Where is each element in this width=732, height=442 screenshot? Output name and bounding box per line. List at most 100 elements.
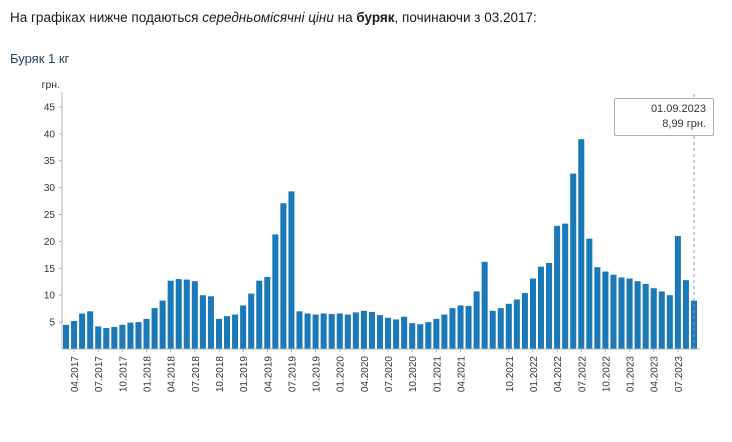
bar-01.2023[interactable] (626, 278, 633, 349)
bar-07.2017[interactable] (95, 326, 102, 349)
bar-09.2022[interactable] (594, 267, 601, 349)
bar-06.2018[interactable] (183, 279, 190, 349)
bar-10.2018[interactable] (215, 318, 223, 349)
bar-01.2018[interactable] (143, 318, 150, 349)
chart-area: грн. 5 10 15 20 25 30 35 40 45 04.2017 07.2017 10.20… (10, 72, 722, 424)
bar-08.2020[interactable] (393, 319, 400, 349)
bar-02.2021[interactable] (441, 314, 448, 349)
bar-12.2019[interactable] (328, 314, 335, 349)
x-tick-label: 01.2018 (143, 356, 154, 393)
bar-09.2018[interactable] (207, 296, 214, 349)
bar-04.2019[interactable] (264, 276, 271, 349)
bar-03.2018[interactable] (159, 300, 166, 349)
bar-01.2022[interactable] (529, 278, 536, 349)
bar-12.2017[interactable] (135, 322, 142, 349)
bar-06.2022[interactable] (570, 173, 577, 349)
bar-11.2019[interactable] (320, 313, 327, 349)
y-tick-label: 30 (44, 183, 56, 194)
bar-02.2022[interactable] (537, 266, 545, 349)
x-tick-label: 10.2018 (215, 356, 226, 393)
bar-09.2021[interactable] (497, 308, 504, 349)
bar-11.2022[interactable] (610, 274, 617, 349)
bar-01.2020[interactable] (336, 313, 343, 349)
bar-12.2022[interactable] (618, 277, 625, 349)
price-bar-chart[interactable]: грн. 5 10 15 20 25 30 35 40 45 04.2017 07.2017 10.20… (10, 72, 722, 424)
x-tick-label: 10.2019 (312, 356, 323, 393)
bar-02.2018[interactable] (151, 308, 158, 349)
x-tick-label: 01.2020 (336, 356, 347, 393)
x-tick-label: 04.2019 (263, 356, 274, 393)
bar-05.2022[interactable] (562, 223, 569, 349)
bar-07.2022[interactable] (578, 139, 585, 349)
x-tick-label: 01.2022 (529, 356, 540, 393)
bar-10.2017[interactable] (119, 324, 126, 349)
bar-07.2020[interactable] (385, 317, 392, 349)
intro-part: , починаючи з 03.2017: (394, 10, 537, 25)
y-tick-label: 25 (44, 210, 56, 221)
bar-10.2022[interactable] (602, 271, 609, 349)
bar-06.2020[interactable] (376, 315, 384, 349)
bar-04.2017[interactable] (71, 321, 78, 349)
bar-10.2020[interactable] (409, 323, 416, 349)
bar-12.2018[interactable] (232, 314, 239, 349)
bar-03.2021[interactable] (449, 308, 456, 349)
bar-04.2018[interactable] (167, 280, 174, 349)
bar-10.2019[interactable] (312, 314, 319, 349)
bar-02.2019[interactable] (248, 293, 255, 349)
x-tick-label: 01.2019 (239, 356, 250, 393)
bar-05.2020[interactable] (368, 311, 375, 349)
bar-05.2018[interactable] (175, 279, 182, 349)
bar-03.2022[interactable] (546, 262, 553, 349)
bar-09.2019[interactable] (304, 313, 311, 349)
y-tick-label: 20 (44, 237, 56, 248)
bar-08.2018[interactable] (199, 295, 206, 349)
x-tick-label: 07.2023 (674, 356, 685, 393)
bar-08.2023[interactable] (682, 280, 689, 349)
chart-tooltip: 01.09.2023 8,99 грн. (614, 98, 714, 136)
bar-06.2023[interactable] (666, 295, 673, 349)
x-tick-label: 04.2020 (360, 356, 371, 393)
y-axis-unit: грн. (42, 79, 60, 91)
bar-07.2023[interactable] (674, 236, 681, 349)
bar-07.2019[interactable] (288, 191, 295, 349)
bar-08.2017[interactable] (103, 328, 110, 349)
bar-08.2021[interactable] (489, 310, 496, 349)
bar-05.2021[interactable] (465, 305, 472, 349)
bar-07.2021[interactable] (481, 261, 488, 349)
bar-08.2022[interactable] (586, 238, 593, 349)
bar-01.2021[interactable] (433, 318, 440, 349)
bar-12.2020[interactable] (425, 322, 432, 349)
bar-02.2020[interactable] (344, 314, 351, 349)
intro-part: на (333, 10, 357, 25)
bar-09.2017[interactable] (111, 326, 118, 349)
bar-03.2023[interactable] (642, 283, 649, 349)
bar-05.2019[interactable] (272, 234, 279, 349)
y-tick-label: 5 (49, 318, 55, 329)
bar-06.2021[interactable] (473, 291, 480, 349)
bar-04.2022[interactable] (554, 225, 561, 349)
x-tick-label: 01.2021 (432, 356, 443, 393)
bar-07.2018[interactable] (191, 281, 198, 349)
bar-11.2017[interactable] (127, 322, 134, 349)
bar-04.2021[interactable] (457, 305, 464, 349)
bar-04.2020[interactable] (360, 310, 367, 349)
bar-01.2019[interactable] (240, 305, 247, 349)
bar-10.2021[interactable] (505, 303, 512, 349)
bar-05.2017[interactable] (79, 313, 86, 349)
y-tick-label: 10 (44, 291, 56, 302)
bar-02.2023[interactable] (634, 281, 641, 349)
bar-05.2023[interactable] (658, 291, 665, 349)
bar-04.2023[interactable] (650, 288, 657, 349)
bar-12.2021[interactable] (521, 293, 528, 349)
bar-06.2019[interactable] (280, 203, 287, 349)
bar-03.2019[interactable] (256, 280, 263, 349)
bar-03.2020[interactable] (352, 312, 359, 349)
bar-11.2021[interactable] (513, 299, 520, 350)
bar-06.2017[interactable] (87, 311, 94, 349)
bar-09.2020[interactable] (401, 316, 408, 349)
intro-part-bold: буряк (356, 10, 395, 25)
bar-11.2018[interactable] (224, 316, 231, 349)
bar-11.2020[interactable] (417, 324, 424, 349)
bar-03.2017[interactable] (63, 324, 70, 349)
bar-08.2019[interactable] (296, 311, 303, 349)
